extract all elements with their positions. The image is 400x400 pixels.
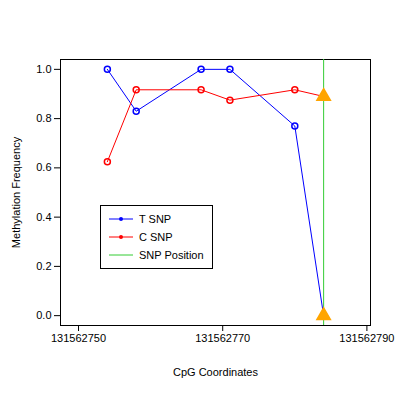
svg-text:0.4: 0.4 bbox=[36, 211, 51, 223]
html-text:SNP Position: SNP Position bbox=[139, 249, 204, 261]
svg-text:131562750: 131562750 bbox=[51, 332, 106, 344]
html-text:T SNP: T SNP bbox=[139, 213, 172, 225]
svg-text:0.0: 0.0 bbox=[36, 309, 51, 321]
svg-text:0.2: 0.2 bbox=[36, 260, 51, 272]
svg-text:131562770: 131562770 bbox=[195, 332, 250, 344]
html-text:C SNP: C SNP bbox=[139, 231, 173, 243]
svg-text:0.6: 0.6 bbox=[36, 161, 51, 173]
svg-text:131562790: 131562790 bbox=[339, 332, 394, 344]
svg-text:0.8: 0.8 bbox=[36, 112, 51, 124]
svg-text:CpG Coordinates: CpG Coordinates bbox=[173, 366, 258, 378]
svg-text:1.0: 1.0 bbox=[36, 63, 51, 75]
svg-text:Methylation Frequency: Methylation Frequency bbox=[10, 136, 22, 248]
